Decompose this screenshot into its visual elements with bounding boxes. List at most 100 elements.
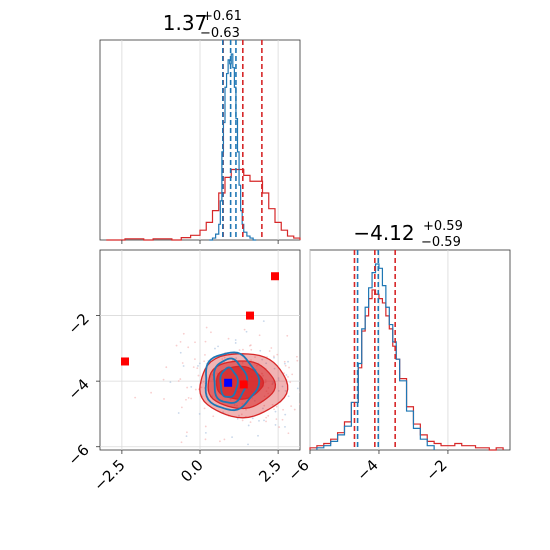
scatter-point [182, 365, 185, 367]
scatter-point [238, 414, 240, 417]
blue-contour-inner [219, 366, 239, 398]
scatter-point [212, 415, 215, 418]
scatter-point [235, 357, 238, 360]
scatter-point [223, 438, 226, 441]
scatter-point [163, 398, 165, 400]
scatter-point [276, 353, 279, 356]
scatter-point [284, 389, 287, 392]
scatter-point [234, 339, 237, 341]
scatter-point [229, 454, 231, 456]
scatter-point [273, 408, 275, 411]
scatter-point [197, 365, 199, 367]
scatter-point [187, 397, 190, 399]
blue-contour-outer [204, 351, 261, 412]
panel-top-left-title: 1.37 [163, 11, 208, 35]
scatter-point [185, 398, 187, 401]
panel-joint-blue-contours [204, 351, 261, 412]
scatter-point [296, 387, 299, 390]
x-tick-label-0: −2.5 [90, 456, 128, 494]
scatter-point [179, 351, 182, 354]
scatter-point [281, 385, 284, 388]
scatter-point [204, 353, 206, 356]
title-1-base: 1.37 [163, 11, 208, 35]
scatter-point [265, 416, 268, 419]
scatter-point [238, 349, 241, 351]
scatter-point [250, 359, 252, 362]
scatter-point [263, 404, 266, 407]
scatter-point [203, 360, 206, 363]
scatter-point [303, 415, 305, 417]
scatter-point [282, 408, 284, 411]
scatter-point [217, 345, 219, 348]
y-tick-label-1: −4 [64, 375, 92, 403]
scatter-point [250, 348, 253, 351]
scatter-point [287, 432, 290, 435]
scatter-point [150, 391, 152, 394]
scatter-point [231, 499, 233, 501]
scatter-point [204, 438, 207, 441]
scatter-point [277, 377, 280, 380]
scatter-point [245, 408, 247, 411]
scatter-point [281, 418, 284, 421]
scatter-point [304, 331, 306, 333]
scatter-point [84, 351, 86, 353]
scatter-point [257, 434, 259, 437]
scatter-point [240, 413, 243, 416]
scatter-point [196, 367, 199, 370]
scatter-point [241, 419, 244, 422]
scatter-point [179, 340, 182, 343]
scatter-point [258, 334, 261, 337]
panel-top-left: 1.37 +0.61 −0.63 [99, 9, 301, 244]
title-1-sub: −0.63 [200, 26, 240, 41]
panel-bottom-right-title: −4.12 [353, 221, 414, 245]
scatter-point [302, 392, 304, 394]
scatter-point [180, 406, 183, 409]
scatter-point [247, 443, 249, 446]
scatter-point [265, 362, 268, 365]
scatter-point [249, 344, 251, 347]
scatter-point [299, 391, 300, 393]
scatter-point [181, 362, 184, 364]
histogram-series-0 [309, 289, 504, 451]
scatter-point [175, 344, 178, 347]
panel-bottom-right-histograms [309, 263, 504, 451]
scatter-point [242, 348, 244, 351]
scatter-point [283, 372, 285, 375]
scatter-point [177, 380, 180, 382]
scatter-point [267, 414, 270, 417]
scatter-point [177, 412, 180, 414]
red-marker-3 [239, 380, 248, 389]
scatter-point [186, 431, 188, 434]
panel-joint: −2.5 0.0 2.5−6−4−2 [64, 249, 306, 501]
title-2-base: −4.12 [353, 221, 414, 245]
scatter-point [285, 374, 288, 376]
scatter-point [291, 373, 294, 376]
scatter-point [296, 359, 299, 362]
scatter-point [198, 413, 201, 415]
red-marker-1 [246, 311, 254, 320]
scatter-point [204, 340, 207, 343]
scatter-point [265, 420, 267, 423]
scatter-point [227, 337, 230, 340]
title-1-sup: +0.61 [202, 9, 242, 24]
scatter-point [275, 418, 278, 421]
scatter-point [262, 407, 264, 410]
scatter-point [221, 358, 224, 360]
x-tick-label-1: 0.0 [177, 456, 207, 486]
scatter-point [287, 360, 289, 363]
scatter-point [301, 437, 303, 439]
scatter-point [278, 426, 281, 428]
x-tick-label-2: 2.5 [255, 456, 285, 486]
scatter-point [197, 374, 200, 377]
scatter-point [283, 362, 286, 365]
histogram-series-1 [316, 263, 435, 450]
x-tick-label-1: −4 [353, 456, 381, 484]
histogram-series-1 [209, 53, 257, 241]
scatter-point [187, 346, 190, 349]
panel-bottom-right: −6 −4 −2 −4.12 +0.59 −0.59 [284, 219, 511, 484]
scatter-point [204, 425, 207, 428]
x-tick-label-0: −6 [284, 456, 312, 484]
scatter-point [234, 342, 237, 344]
scatter-point [249, 421, 252, 424]
